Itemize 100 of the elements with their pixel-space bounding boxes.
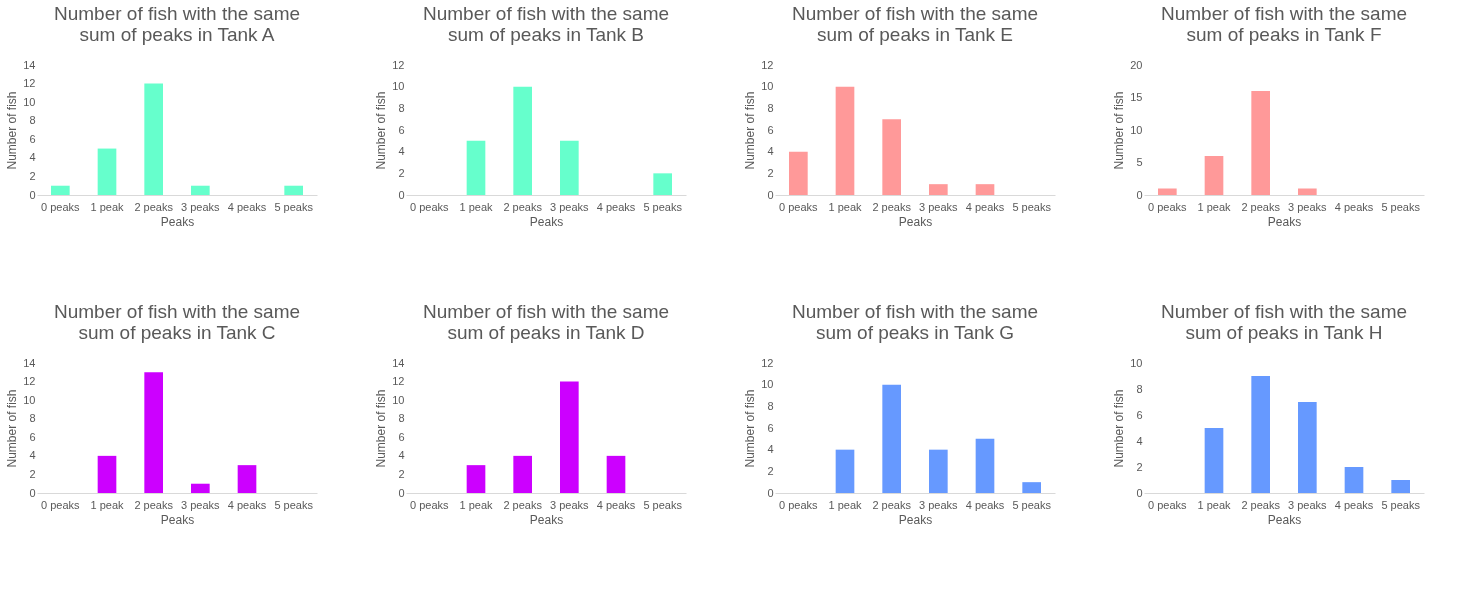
x-tick-label: 0 peaks — [779, 200, 819, 213]
x-tick-label: 3 peaks — [550, 498, 590, 511]
y-tick-label: 8 — [398, 412, 405, 425]
bar — [653, 173, 672, 195]
x-axis-title: Peaks — [1267, 512, 1302, 527]
bar — [882, 119, 901, 195]
y-tick-label: 10 — [1130, 123, 1143, 136]
y-tick-label: 4 — [398, 449, 405, 462]
bar — [1298, 402, 1317, 493]
x-tick-label: 1 peak — [459, 498, 494, 511]
bar — [1344, 467, 1364, 493]
x-tick-label: 0 peaks — [1148, 200, 1188, 213]
x-tick-label: 5 peaks — [1381, 498, 1421, 511]
chart-title: Number of fish with the same sum of peaks in Tank H — [1160, 301, 1408, 343]
bar — [1251, 91, 1270, 195]
x-tick-label: 3 peaks — [550, 200, 590, 213]
y-tick-label: 14 — [23, 356, 36, 369]
y-tick-label: 8 — [1136, 382, 1143, 395]
bar — [835, 86, 855, 195]
chart-title: Number of fish with the same sum of peaks in Tank B — [422, 3, 670, 45]
y-tick-label: 5 — [1136, 156, 1143, 168]
y-tick-label: 2 — [398, 166, 405, 179]
bar — [560, 381, 579, 493]
y-tick-label: 10 — [392, 393, 405, 406]
y-axis-title: Number of fish — [743, 389, 758, 468]
chart-title: Number of fish with the same sum of peaks in Tank G — [791, 301, 1039, 343]
bar — [1251, 376, 1270, 493]
x-tick-label: 3 peaks — [919, 498, 959, 511]
y-tick-label: 4 — [1136, 434, 1143, 447]
x-tick-label: 4 peaks — [965, 498, 1005, 511]
x-axis-title: Peaks — [529, 512, 564, 527]
x-tick-label: 4 peaks — [1334, 498, 1374, 511]
x-tick-label: 2 peaks — [503, 498, 543, 511]
y-axis-title: Number of fish — [743, 91, 758, 170]
y-tick-label: 0 — [398, 486, 405, 499]
y-tick-label: 12 — [761, 58, 774, 71]
x-tick-label: 3 peaks — [181, 498, 221, 511]
x-tick-label: 2 peaks — [134, 200, 174, 213]
x-tick-label: 0 peaks — [779, 498, 819, 511]
y-tick-label: 10 — [23, 95, 36, 108]
y-tick-label: 4 — [767, 443, 774, 456]
x-tick-label: 4 peaks — [596, 200, 636, 213]
y-tick-label: 6 — [1136, 408, 1143, 421]
x-tick-label: 4 peaks — [1334, 200, 1374, 213]
bar — [975, 438, 995, 493]
bar — [237, 465, 257, 493]
y-tick-label: 6 — [29, 430, 36, 443]
x-tick-label: 5 peaks — [643, 200, 683, 213]
bar — [1158, 188, 1177, 195]
bar — [466, 140, 486, 195]
x-tick-label: 3 peaks — [919, 200, 959, 213]
y-tick-label: 4 — [398, 145, 405, 158]
x-axis-title: Peaks — [160, 214, 195, 229]
y-axis-title: Number of fish — [374, 389, 389, 468]
bar — [513, 455, 532, 493]
bar — [191, 483, 210, 493]
y-tick-label: 12 — [23, 77, 36, 90]
x-tick-label: 1 peak — [90, 498, 125, 511]
bar — [97, 148, 117, 195]
y-tick-label: 12 — [392, 375, 405, 388]
x-tick-label: 4 peaks — [227, 200, 267, 213]
bar — [1298, 188, 1317, 195]
y-tick-label: 4 — [29, 449, 36, 462]
x-tick-label: 4 peaks — [227, 498, 267, 511]
x-tick-label: 0 peaks — [410, 200, 450, 213]
x-tick-label: 5 peaks — [1012, 200, 1052, 213]
y-tick-label: 14 — [23, 58, 36, 71]
y-axis-title: Number of fish — [374, 91, 389, 170]
y-tick-label: 0 — [767, 486, 774, 499]
x-tick-label: 0 peaks — [1148, 498, 1188, 511]
bar — [51, 185, 70, 195]
bar — [1204, 156, 1224, 195]
y-tick-label: 10 — [761, 80, 774, 93]
bar — [466, 465, 486, 493]
y-tick-label: 8 — [29, 114, 36, 127]
x-tick-label: 1 peak — [828, 200, 863, 213]
bar — [144, 83, 163, 195]
x-tick-label: 2 peaks — [872, 498, 912, 511]
y-tick-label: 0 — [767, 188, 774, 201]
x-tick-label: 5 peaks — [1381, 200, 1421, 213]
bar — [97, 455, 117, 493]
x-axis-title: Peaks — [898, 512, 933, 527]
bar — [835, 449, 855, 493]
x-tick-label: 1 peak — [1197, 200, 1232, 213]
y-axis-title: Number of fish — [5, 389, 20, 468]
y-tick-label: 10 — [392, 80, 405, 93]
x-tick-label: 2 peaks — [1241, 200, 1281, 213]
bar — [191, 185, 210, 195]
y-tick-label: 2 — [1136, 460, 1143, 473]
bar — [144, 372, 163, 493]
y-tick-label: 12 — [23, 375, 36, 388]
y-tick-label: 0 — [1136, 188, 1143, 201]
x-tick-label: 3 peaks — [1288, 200, 1328, 213]
chart-title: Number of fish with the same sum of peaks in Tank A — [53, 3, 301, 45]
x-tick-label: 2 peaks — [1241, 498, 1281, 511]
x-tick-label: 1 peak — [828, 498, 863, 511]
x-axis-title: Peaks — [1267, 214, 1302, 229]
y-tick-label: 6 — [398, 123, 405, 136]
x-tick-label: 3 peaks — [1288, 498, 1328, 511]
y-tick-label: 2 — [767, 464, 774, 477]
